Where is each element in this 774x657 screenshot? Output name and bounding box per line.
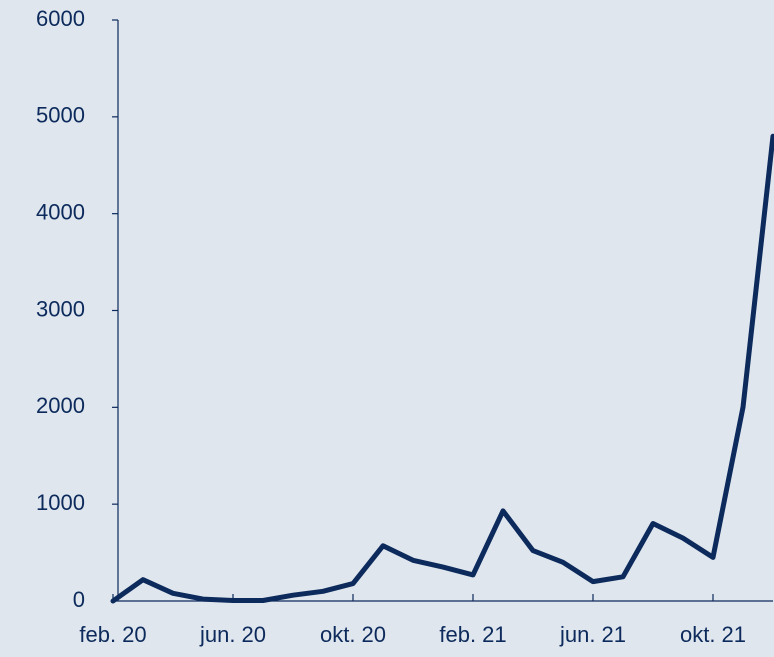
data-line bbox=[110, 133, 774, 604]
x-tick-label: okt. 21 bbox=[680, 622, 746, 647]
x-tick-label: jun. 20 bbox=[199, 622, 266, 647]
y-tick-label: 3000 bbox=[36, 296, 85, 321]
x-tick-label: feb. 21 bbox=[439, 622, 506, 647]
y-tick-label: 4000 bbox=[36, 199, 85, 224]
x-tick-label: okt. 20 bbox=[320, 622, 386, 647]
y-tick-label: 0 bbox=[73, 587, 85, 612]
x-tick-label: feb. 20 bbox=[79, 622, 146, 647]
x-tick-label: jun. 21 bbox=[559, 622, 626, 647]
y-tick-label: 6000 bbox=[36, 6, 85, 31]
y-tick-label: 5000 bbox=[36, 103, 85, 128]
y-tick-label: 1000 bbox=[36, 490, 85, 515]
y-tick-label: 2000 bbox=[36, 393, 85, 418]
